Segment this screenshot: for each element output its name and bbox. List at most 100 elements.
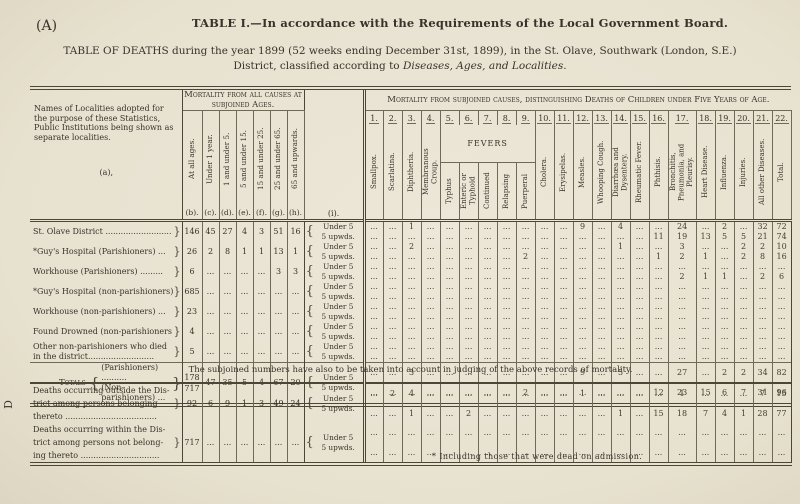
under5-cause-10: ... — [535, 321, 555, 332]
under5-cause-1: ... — [364, 341, 384, 352]
bottom-upwds-cause-15: ... — [630, 442, 650, 464]
locality-name-wrap: *Guy's Hospital (Parishioners) ...} — [33, 246, 181, 257]
upwds-cause-19: 1 — [715, 271, 735, 282]
cause-column-label: Erysipelas. — [554, 125, 574, 221]
under5-cause-11: ... — [554, 321, 574, 332]
cause-column-label: Membranous Croup. — [421, 125, 441, 221]
bottom-under5-cause-7: ... — [478, 383, 498, 404]
upwds-cause-19: ... — [715, 291, 735, 302]
middle-note: The subjoined numbers have also to be ta… — [188, 365, 633, 375]
under5-cause-8: ... — [497, 261, 517, 272]
bottom-under5-cause-7: ... — [478, 423, 498, 443]
cause-column-number: 1. — [364, 110, 384, 125]
totals-under5-cause-18: ... — [696, 361, 716, 383]
upwds-cause-7: ... — [478, 271, 498, 282]
upwds-cause-19: ... — [715, 251, 735, 262]
age-value: ... — [287, 281, 305, 302]
bottom-under5-cause-19: ... — [715, 383, 735, 404]
bottom-under5-cause-13: ... — [592, 383, 612, 404]
under5-cause-15: ... — [630, 341, 650, 352]
under5-cause-9: ... — [516, 241, 536, 252]
upwds-cause-16: 11 — [649, 231, 669, 242]
upwds-label: 5 upwds. — [321, 231, 355, 241]
locality-name: *Guy's Hospital (Parishioners) ...} — [30, 241, 183, 262]
bottom-upwds-cause-14: ... — [611, 442, 631, 464]
age-value: ... — [236, 261, 254, 282]
bottom-upwds-cause-21: 28 — [753, 403, 773, 423]
totals-under5-cause-20: 2 — [734, 361, 754, 383]
locality-name-wrap: Found Drowned (non-parishioners} — [33, 326, 181, 337]
under5-cause-5: ... — [440, 220, 460, 232]
upwds-cause-18: 13 — [696, 231, 716, 242]
cause-column-number: 7. — [478, 110, 498, 125]
under5-label: Under 5 — [322, 393, 354, 403]
totals-under5-cause-8: ... — [497, 361, 517, 383]
age-column-letter: (b). — [182, 206, 203, 221]
cause-label-text: Rheumatic Fever. — [635, 140, 644, 203]
bottom-upwds-cause-5: ... — [440, 442, 460, 464]
cause-column-label: All other Diseases. — [753, 125, 773, 221]
brace-decoration: { — [305, 304, 314, 320]
bottom-under5-cause-2: 2 — [383, 383, 403, 404]
under5-cause-3: 1 — [402, 220, 422, 232]
upwds-cause-2: ... — [383, 231, 403, 242]
names-header-text: Names of Localities adopted for the purp… — [34, 104, 174, 142]
under5-cause-16: ... — [649, 241, 669, 252]
bottom-age-value: 9 — [219, 383, 237, 423]
totals-under5-cause-17: 27 — [668, 361, 697, 383]
age-column-label-text: 5 and under 15. — [239, 129, 249, 188]
under5-cause-20: ... — [734, 261, 754, 272]
age-value: 3 — [287, 261, 305, 282]
upwds-cause-12: ... — [573, 311, 593, 322]
cause-column-number: 6. — [459, 110, 479, 125]
ages-section-title: Mortality from all causes at subjoined A… — [182, 88, 305, 111]
upwds-cause-5: ... — [440, 271, 460, 282]
bottom-name-line: trict among persons belonging — [33, 399, 158, 408]
upwds-cause-22: ... — [772, 311, 792, 322]
bottom-upwds-cause-3: ... — [402, 442, 422, 464]
upwds-cause-18: 1 — [696, 251, 716, 262]
under5-cause-9: ... — [516, 321, 536, 332]
cause-column-number: 18. — [696, 110, 716, 125]
under5-cause-10: ... — [535, 261, 555, 272]
upwds-cause-11: ... — [554, 231, 574, 242]
upwds-cause-19: ... — [715, 311, 735, 322]
upwds-cause-4: ... — [421, 291, 441, 302]
under5-cause-7: ... — [478, 341, 498, 352]
under5-cause-4: ... — [421, 321, 441, 332]
cause-number-text: 11. — [556, 113, 571, 124]
upwds-cause-12: ... — [573, 331, 593, 342]
bottom-under5-cause-3: ... — [402, 423, 422, 443]
locality-name: Found Drowned (non-parishioners} — [30, 321, 183, 342]
brace-decoration: } — [173, 435, 181, 449]
locality-name-text: Other non-parishioners who died in the d… — [33, 341, 168, 361]
bottom-age-value: 717 — [182, 423, 203, 464]
bottom-upwds-cause-4: ... — [421, 403, 441, 423]
upwds-cause-16: ... — [649, 311, 669, 322]
locality-name-wrap: Other non-parishioners who died in the d… — [33, 341, 181, 362]
upwds-cause-4: ... — [421, 331, 441, 342]
bottom-upwds-cause-3: 1 — [402, 403, 422, 423]
fevers-group-label: FEVERS — [440, 125, 536, 163]
bottom-under5-cause-11: ... — [554, 383, 574, 404]
upwds-cause-21: ... — [753, 351, 773, 363]
age-value: ... — [236, 341, 254, 363]
bottom-upwds-cause-9: ... — [516, 442, 536, 464]
cause-number-text: 14. — [613, 113, 628, 124]
cause-column-label: Whooping Cough. — [592, 125, 612, 221]
upwds-cause-19: ... — [715, 351, 735, 363]
cause-column-label: Heart Disease. — [696, 125, 716, 221]
bottom-upwds-cause-22: 77 — [772, 403, 792, 423]
bottom-upwds-cause-2: ... — [383, 403, 403, 423]
cause-column-label: Diphtheria. — [402, 125, 422, 221]
age-value: 3 — [270, 261, 288, 282]
upwds-cause-18: ... — [696, 311, 716, 322]
upwds-cause-5: ... — [440, 291, 460, 302]
upwds-cause-22: ... — [772, 331, 792, 342]
under5-cause-15: ... — [630, 321, 650, 332]
brace-decoration: { — [305, 244, 314, 260]
